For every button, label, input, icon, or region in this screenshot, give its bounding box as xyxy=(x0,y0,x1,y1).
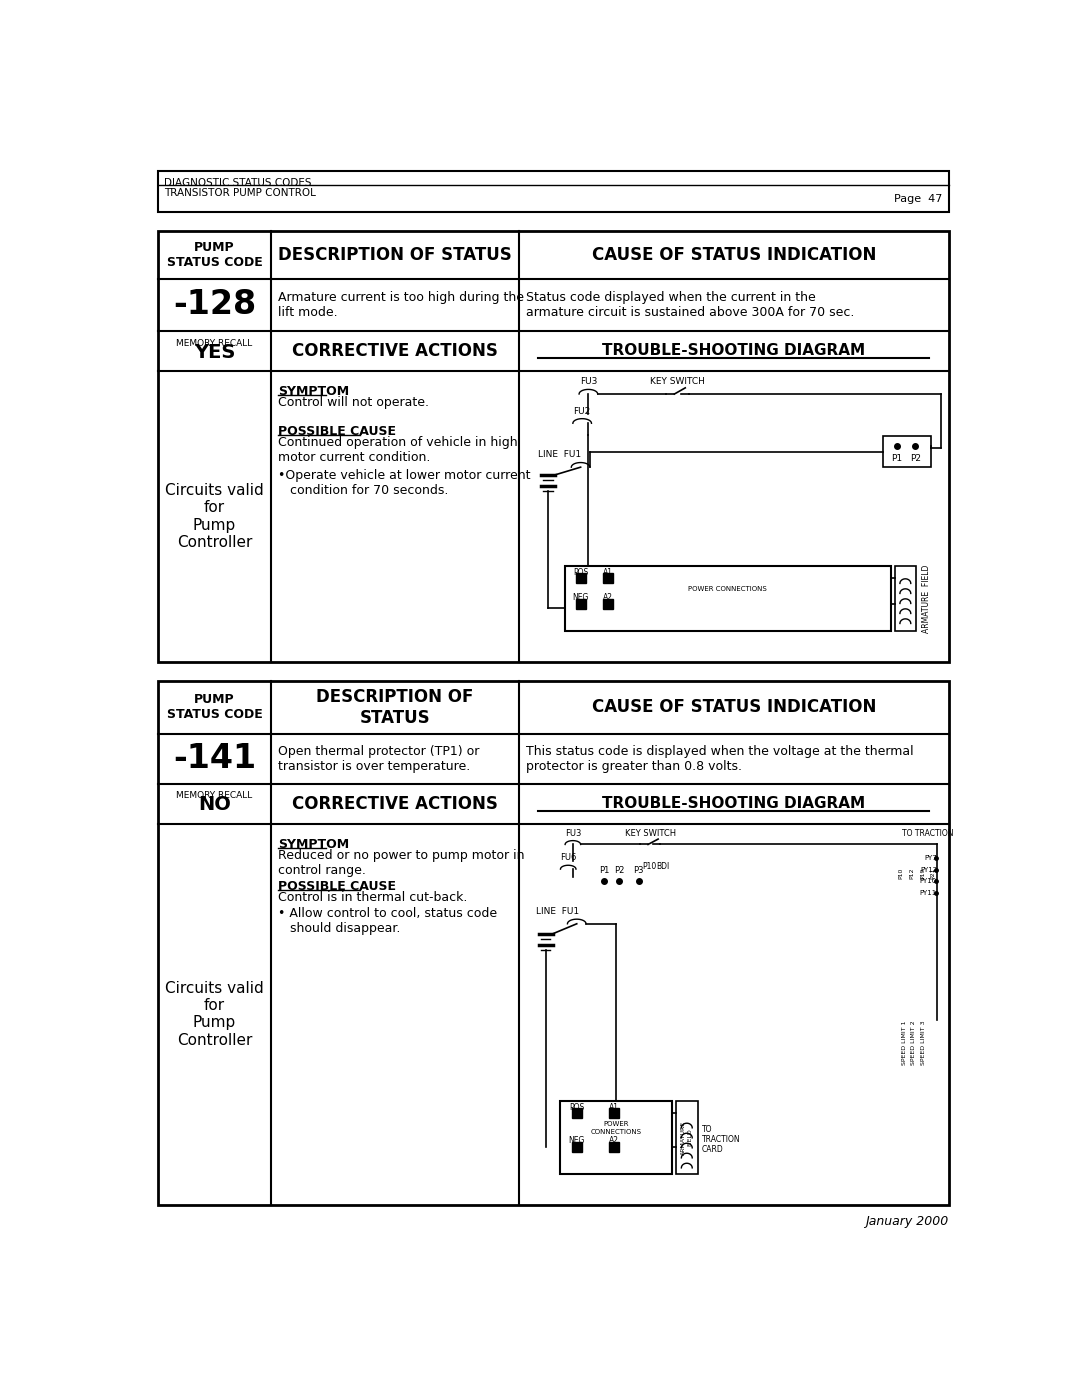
Text: SPEED LIMIT 1: SPEED LIMIT 1 xyxy=(902,1021,907,1066)
Bar xyxy=(882,436,931,467)
Text: PUMP
STATUS CODE: PUMP STATUS CODE xyxy=(166,240,262,268)
Bar xyxy=(159,231,948,662)
Text: Open thermal protector (TP1) or
transistor is over temperature.: Open thermal protector (TP1) or transist… xyxy=(279,745,480,773)
Text: TRANSISTOR PUMP CONTROL: TRANSISTOR PUMP CONTROL xyxy=(164,189,316,198)
Text: PY11: PY11 xyxy=(920,890,937,895)
Text: NEG: NEG xyxy=(568,1136,585,1146)
Text: P19: P19 xyxy=(920,868,924,880)
Text: Control is in thermal cut-back.: Control is in thermal cut-back. xyxy=(279,891,468,904)
Text: P10: P10 xyxy=(899,868,903,880)
Text: -128: -128 xyxy=(173,288,256,321)
Text: January 2000: January 2000 xyxy=(865,1215,948,1228)
Text: POWER: POWER xyxy=(603,1120,629,1127)
Bar xyxy=(676,1101,698,1173)
Text: SPEED LIMIT 3: SPEED LIMIT 3 xyxy=(920,1021,926,1066)
Text: TO TRACTION: TO TRACTION xyxy=(902,828,954,838)
Text: DIAGNOSTIC STATUS CODES: DIAGNOSTIC STATUS CODES xyxy=(164,177,312,187)
Text: FU3: FU3 xyxy=(565,828,581,838)
Text: P21: P21 xyxy=(931,868,935,880)
Text: SPEED LIMIT 2: SPEED LIMIT 2 xyxy=(912,1021,916,1066)
Text: A2: A2 xyxy=(609,1136,619,1146)
Text: PY12: PY12 xyxy=(920,868,937,873)
Text: PY7: PY7 xyxy=(924,855,937,862)
Text: POWER CONNECTIONS: POWER CONNECTIONS xyxy=(689,585,767,592)
Bar xyxy=(159,172,948,211)
Text: P10: P10 xyxy=(643,862,657,870)
Text: Circuits valid
for
Pump
Controller: Circuits valid for Pump Controller xyxy=(165,483,264,550)
Text: A1: A1 xyxy=(603,569,612,577)
Bar xyxy=(894,566,916,631)
Text: POS: POS xyxy=(569,1104,584,1112)
Text: P2: P2 xyxy=(910,454,921,464)
Text: LINE  FU1: LINE FU1 xyxy=(538,450,581,460)
Text: DESCRIPTION OF
STATUS: DESCRIPTION OF STATUS xyxy=(316,687,473,726)
Text: TRACTION: TRACTION xyxy=(702,1136,740,1144)
Text: PUMP
STATUS CODE: PUMP STATUS CODE xyxy=(166,693,262,721)
Text: CORRECTIVE ACTIONS: CORRECTIVE ACTIONS xyxy=(292,342,498,360)
Text: • Allow control to cool, status code
   should disappear.: • Allow control to cool, status code sho… xyxy=(279,907,498,935)
Text: TROUBLE-SHOOTING DIAGRAM: TROUBLE-SHOOTING DIAGRAM xyxy=(603,796,865,812)
Text: POS: POS xyxy=(573,569,589,577)
Bar xyxy=(559,1101,672,1173)
Text: Armature current is too high during the
lift mode.: Armature current is too high during the … xyxy=(279,291,525,319)
Text: FU3: FU3 xyxy=(580,377,597,387)
Text: Status code displayed when the current in the
armature circuit is sustained abov: Status code displayed when the current i… xyxy=(526,291,854,319)
Text: PY10: PY10 xyxy=(920,879,937,884)
Text: BDI: BDI xyxy=(656,862,669,870)
Text: LINE  FU1: LINE FU1 xyxy=(537,907,580,916)
Text: TROUBLE-SHOOTING DIAGRAM: TROUBLE-SHOOTING DIAGRAM xyxy=(603,344,865,359)
Text: Control will not operate.: Control will not operate. xyxy=(279,397,430,409)
Text: YES: YES xyxy=(193,342,235,362)
Text: CONNECTIONS: CONNECTIONS xyxy=(591,1129,642,1134)
Text: MEMORY RECALL: MEMORY RECALL xyxy=(176,338,253,348)
Text: POSSIBLE CAUSE: POSSIBLE CAUSE xyxy=(279,425,396,437)
Text: Continued operation of vehicle in high
motor current condition.: Continued operation of vehicle in high m… xyxy=(279,436,518,464)
Text: Circuits valid
for
Pump
Controller: Circuits valid for Pump Controller xyxy=(165,981,264,1048)
Text: This status code is displayed when the voltage at the thermal
protector is great: This status code is displayed when the v… xyxy=(526,745,914,773)
Text: TO: TO xyxy=(702,1125,712,1134)
Bar xyxy=(565,566,891,631)
Text: P3: P3 xyxy=(634,866,644,876)
Text: KEY SWITCH: KEY SWITCH xyxy=(650,377,705,387)
Text: ARMATURE
FIELD: ARMATURE FIELD xyxy=(681,1120,692,1154)
Text: A2: A2 xyxy=(603,594,612,602)
Text: NO: NO xyxy=(198,795,231,814)
Text: CAUSE OF STATUS INDICATION: CAUSE OF STATUS INDICATION xyxy=(592,698,876,717)
Text: CAUSE OF STATUS INDICATION: CAUSE OF STATUS INDICATION xyxy=(592,246,876,264)
Text: •Operate vehicle at lower motor current
   condition for 70 seconds.: •Operate vehicle at lower motor current … xyxy=(279,469,531,497)
Text: NEG: NEG xyxy=(572,594,589,602)
Text: P1: P1 xyxy=(598,866,609,876)
Text: ARMATURE  FIELD: ARMATURE FIELD xyxy=(922,564,931,633)
Text: SYMPTOM: SYMPTOM xyxy=(279,838,350,851)
Text: CARD: CARD xyxy=(702,1146,724,1154)
Text: P12: P12 xyxy=(909,868,914,880)
Text: FU2: FU2 xyxy=(573,407,591,415)
Text: KEY SWITCH: KEY SWITCH xyxy=(625,828,676,838)
Text: P1: P1 xyxy=(891,454,903,464)
Text: A1: A1 xyxy=(609,1104,619,1112)
Text: -141: -141 xyxy=(173,742,256,775)
Text: Reduced or no power to pump motor in
control range.: Reduced or no power to pump motor in con… xyxy=(279,849,525,877)
Text: SYMPTOM: SYMPTOM xyxy=(279,384,350,398)
Text: P2: P2 xyxy=(615,866,624,876)
Bar xyxy=(159,682,948,1204)
Text: DESCRIPTION OF STATUS: DESCRIPTION OF STATUS xyxy=(278,246,512,264)
Text: Page  47: Page 47 xyxy=(894,194,943,204)
Text: CORRECTIVE ACTIONS: CORRECTIVE ACTIONS xyxy=(292,795,498,813)
Text: FU6: FU6 xyxy=(561,854,577,862)
Text: MEMORY RECALL: MEMORY RECALL xyxy=(176,791,253,800)
Text: POSSIBLE CAUSE: POSSIBLE CAUSE xyxy=(279,880,396,893)
